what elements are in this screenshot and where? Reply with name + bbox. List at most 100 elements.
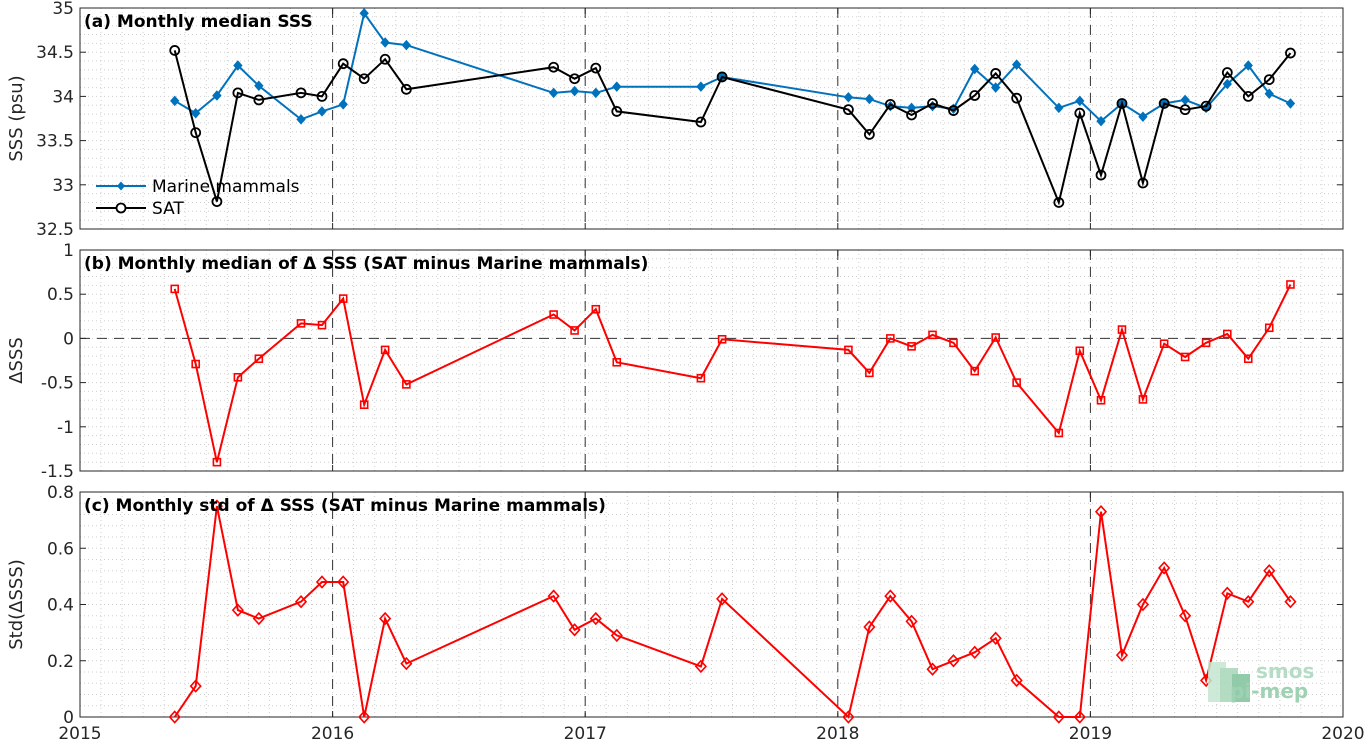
- data-point: [991, 82, 1001, 93]
- y-axis-label: SSS (psu): [6, 75, 27, 161]
- y-tick-label: 33.5: [36, 132, 74, 152]
- data-point: [168, 710, 181, 724]
- data-point: [863, 620, 876, 634]
- data-point: [570, 326, 579, 335]
- data-point: [970, 366, 980, 376]
- data-point: [610, 628, 623, 643]
- data-point: [337, 575, 350, 589]
- data-point: [1052, 710, 1065, 724]
- x-tick-label: 2016: [311, 724, 354, 744]
- data-point: [359, 8, 369, 19]
- data-point: [864, 93, 875, 105]
- data-point: [189, 679, 202, 693]
- data-point: [1159, 339, 1169, 349]
- panel-3: 2015 2016 2017 2018 2019 2020 0 0.2 0.4 0.6 0.8 Std…: [6, 483, 1365, 744]
- data-point: [337, 58, 349, 70]
- data-point: [1010, 673, 1023, 688]
- data-point: [591, 304, 601, 314]
- data-point: [380, 37, 390, 48]
- data-point: [1200, 100, 1212, 112]
- data-point: [1011, 92, 1023, 104]
- data-point: [695, 116, 707, 128]
- y-tick-label: 0.4: [47, 596, 74, 616]
- y-tick-label: 0.2: [47, 652, 74, 672]
- series-line: [173, 50, 1292, 206]
- data-point: [948, 105, 959, 116]
- data-point: [380, 345, 390, 355]
- data-point: [1054, 428, 1064, 438]
- x-tick-label: 2020: [1321, 724, 1364, 744]
- x-tick-label: 2018: [816, 724, 859, 744]
- y-axis-label: Std(ΔSSS): [6, 559, 27, 650]
- data-point: [716, 592, 729, 606]
- data-point: [1096, 115, 1106, 127]
- data-point: [1285, 98, 1296, 109]
- data-point: [401, 39, 412, 51]
- legend-marker-marine-mammals: [117, 181, 125, 191]
- logo-text-line1: smos: [1256, 659, 1314, 683]
- y-tick-label: 1: [63, 241, 74, 261]
- data-point: [1243, 354, 1253, 364]
- data-point: [170, 284, 180, 294]
- data-point: [547, 589, 560, 603]
- y-tick-label: -1: [57, 418, 74, 438]
- series-sat: [169, 45, 1296, 208]
- legend-label-marine-mammals: Marine mammals: [152, 177, 300, 197]
- data-point: [191, 107, 201, 119]
- logo-text-line2: pi-mep: [1230, 679, 1308, 703]
- data-point: [842, 710, 855, 724]
- data-point: [548, 61, 560, 73]
- legend-marker-sat: [115, 202, 127, 214]
- data-point: [928, 330, 937, 340]
- data-point: [315, 575, 329, 589]
- data-point: [233, 372, 243, 382]
- data-point: [169, 45, 181, 56]
- series-line: [173, 284, 1292, 463]
- y-tick-label: 0.5: [47, 285, 74, 305]
- data-point: [1242, 594, 1255, 609]
- data-point: [568, 623, 581, 637]
- data-point: [717, 334, 727, 344]
- data-point: [1137, 177, 1149, 189]
- data-point: [844, 345, 853, 355]
- smos-pi-mep-logo: smos pi-mep: [1208, 659, 1314, 703]
- data-point: [1096, 395, 1106, 405]
- data-point: [696, 81, 706, 92]
- data-point: [1223, 329, 1232, 339]
- data-point: [907, 342, 916, 351]
- data-point: [612, 357, 622, 367]
- data-point: [884, 98, 896, 110]
- series-panel2: [170, 280, 1295, 467]
- y-tick-label: 0: [63, 329, 74, 349]
- data-point: [611, 106, 623, 117]
- data-point: [1075, 95, 1085, 107]
- data-point: [316, 91, 328, 102]
- data-point: [989, 631, 1002, 645]
- data-point: [1263, 74, 1275, 86]
- data-point: [212, 90, 222, 101]
- data-point: [1243, 60, 1253, 71]
- data-point: [591, 87, 601, 99]
- data-point: [1054, 102, 1064, 114]
- data-point: [358, 73, 370, 85]
- data-point: [231, 603, 244, 617]
- data-point: [906, 109, 917, 121]
- data-point: [968, 645, 981, 660]
- panel-title: (a) Monthly median SSS: [84, 12, 313, 32]
- data-point: [947, 654, 960, 668]
- y-tick-label: 34.5: [36, 43, 74, 63]
- data-point: [991, 333, 1000, 342]
- data-point: [402, 380, 411, 389]
- panel-2: -1.5 -1 -0.5 0 0.5 1 ΔSSS (b) Monthly median of…: [6, 241, 1344, 482]
- data-point: [1179, 104, 1191, 116]
- data-point: [1221, 67, 1233, 78]
- x-tick-label: 2015: [58, 724, 101, 744]
- data-point: [359, 400, 369, 410]
- data-point: [253, 94, 265, 106]
- data-point: [843, 104, 854, 116]
- data-point: [969, 90, 981, 101]
- series-line: [173, 505, 1292, 719]
- y-tick-label: -0.5: [41, 374, 74, 394]
- data-point: [400, 83, 412, 95]
